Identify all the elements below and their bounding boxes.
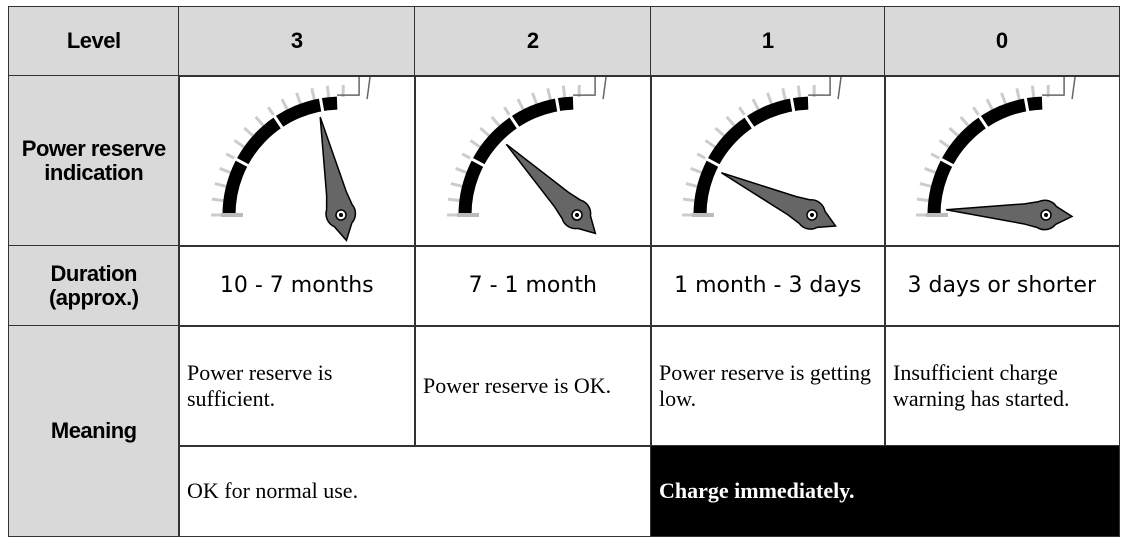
cell-text: 1	[761, 28, 774, 54]
cell-text: Level	[66, 28, 121, 54]
cell-text: 0	[995, 28, 1008, 54]
gauge-cell	[178, 75, 416, 247]
header-cell: 3	[178, 6, 416, 77]
cell-text: Meaning	[50, 417, 137, 443]
cell-text: Duration (approx.)	[48, 260, 139, 310]
cell-text: Insufficient charge warning has started.	[893, 360, 1070, 411]
cell-text: Charge immediately.	[659, 478, 855, 504]
cell-text: Power reserve indication	[21, 135, 166, 185]
meaning-cell: Power reserve is getting low.	[650, 325, 886, 447]
cell-text: 3 days or shorter	[907, 273, 1097, 299]
row-label: Duration (approx.)	[8, 245, 180, 327]
gauge-cell	[650, 75, 886, 247]
cell-text: OK for normal use.	[187, 478, 359, 504]
header-cell: 1	[650, 6, 886, 77]
duration-cell: 3 days or shorter	[884, 245, 1120, 327]
meaning-cell: Insufficient charge warning has started.	[884, 325, 1120, 447]
duration-cell: 7 - 1 month	[414, 245, 652, 327]
duration-cell: 1 month - 3 days	[650, 245, 886, 327]
header-cell: 0	[884, 6, 1120, 77]
cell-text: 10 - 7 months	[219, 273, 374, 299]
row-label: Power reserve indication	[8, 75, 180, 247]
cell-text: 3	[290, 28, 303, 54]
cell-text: Power reserve is OK.	[423, 373, 612, 399]
summary-cell: OK for normal use.	[178, 445, 652, 537]
cell-text: Power reserve is getting low.	[659, 360, 871, 411]
gauge	[681, 76, 842, 230]
header-cell: 2	[414, 6, 652, 77]
gauge-cell	[414, 75, 652, 247]
row-label: Meaning	[8, 325, 180, 537]
gauge	[915, 76, 1076, 231]
gauge-cell	[884, 75, 1120, 247]
cell-text: 7 - 1 month	[468, 273, 597, 299]
summary-cell: Charge immediately.	[650, 445, 1120, 537]
cell-text: 1 month - 3 days	[674, 273, 862, 299]
cell-text: 2	[526, 28, 539, 54]
gauge	[210, 76, 371, 242]
duration-cell: 10 - 7 months	[178, 245, 416, 327]
cell-text: Power reserve is sufficient.	[187, 360, 333, 411]
meaning-cell: Power reserve is sufficient.	[178, 325, 416, 447]
header-cell: Level	[8, 6, 180, 77]
meaning-cell: Power reserve is OK.	[414, 325, 652, 447]
gauge	[446, 76, 607, 235]
